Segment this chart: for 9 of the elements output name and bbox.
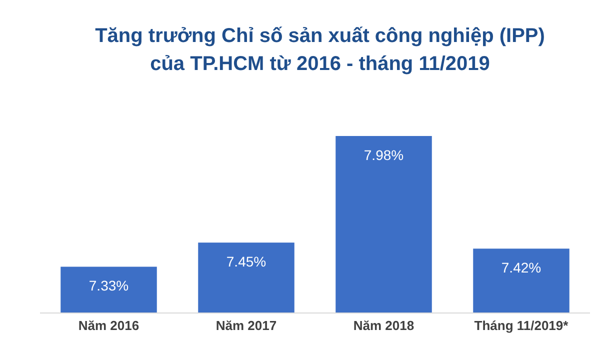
x-tick-label: Năm 2016 <box>78 318 140 333</box>
data-label: 7.33% <box>88 278 129 294</box>
x-tick-label: Tháng 11/2019* <box>474 318 570 333</box>
chart-title: Tăng trưởng Chỉ số sản xuất công nghiệp (IPP) của TP.HCM từ 2016 - tháng 11/2019 <box>95 25 545 75</box>
x-tick-label: Năm 2017 <box>216 318 277 333</box>
data-label: 7.45% <box>226 254 266 270</box>
data-label: 7.98% <box>364 147 404 163</box>
x-tick-label: Năm 2018 <box>353 318 414 333</box>
data-label: 7.42% <box>501 260 542 276</box>
